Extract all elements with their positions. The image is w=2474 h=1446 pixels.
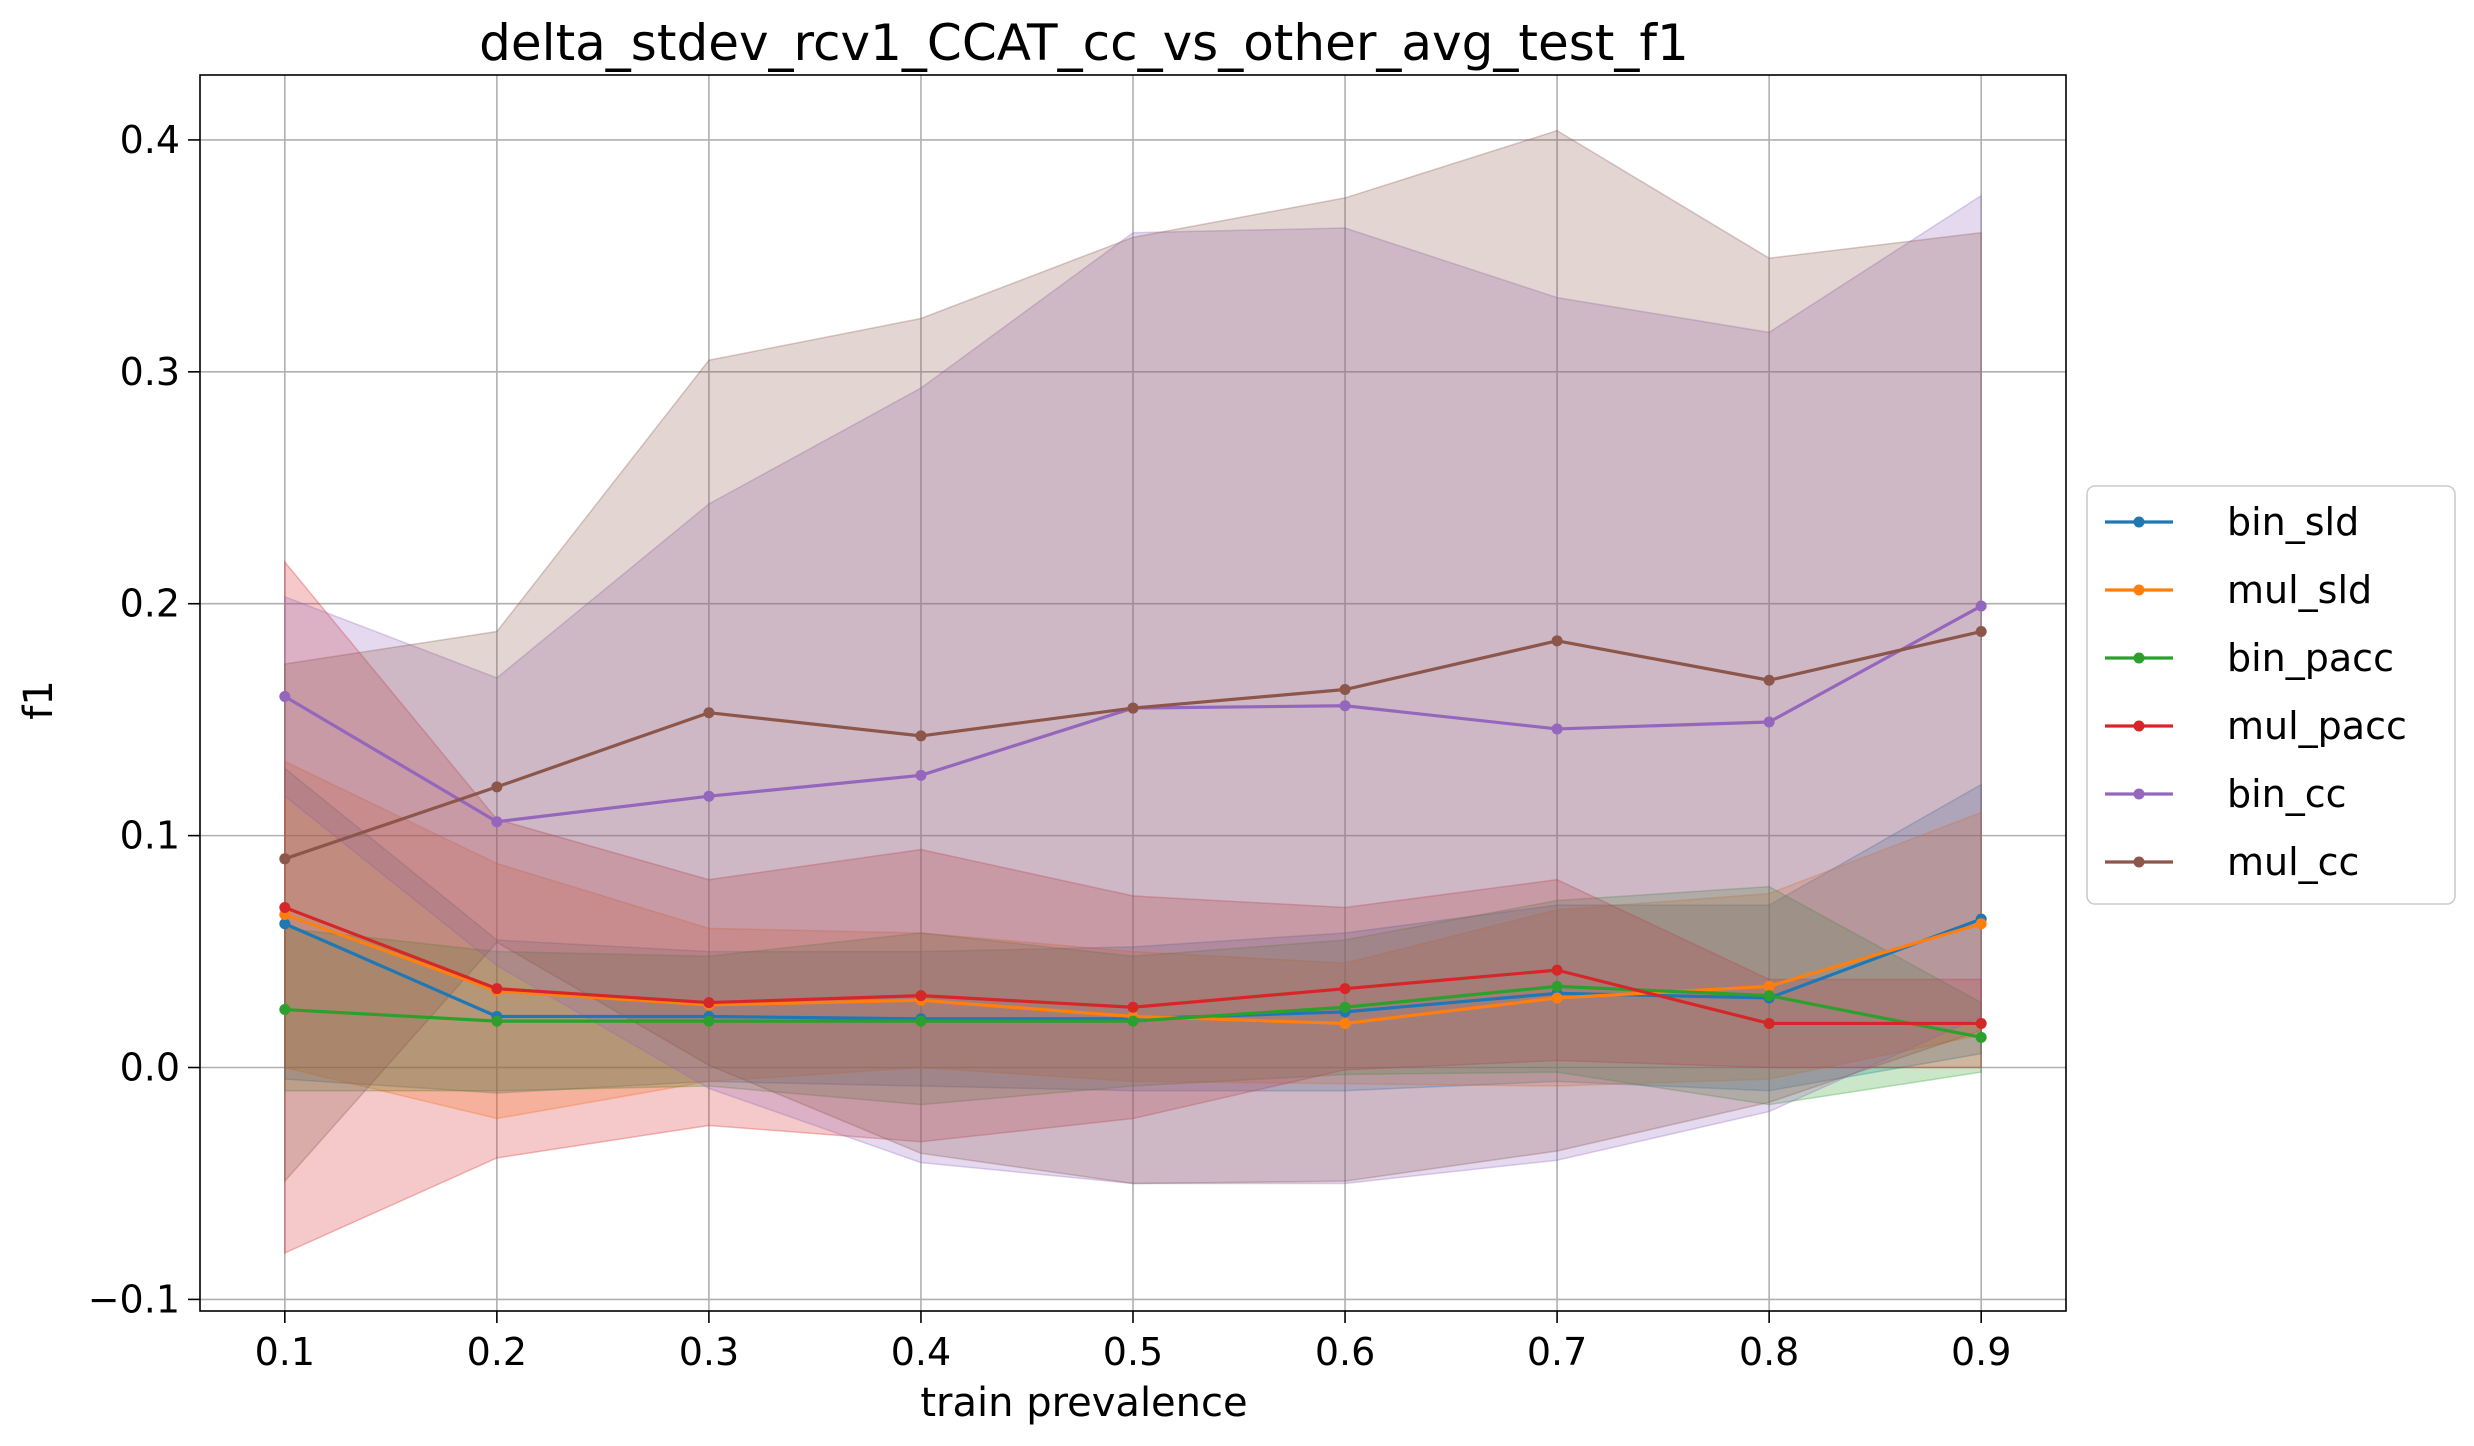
y-tick-label: 0.1 [120,814,180,858]
point-mul_pacc [915,990,927,1002]
point-bin_pacc [915,1015,927,1027]
point-bin_cc [915,769,927,781]
point-bin_cc [703,790,715,802]
point-mul_cc [1551,635,1563,647]
point-bin_cc [1339,700,1351,712]
x-tick-label: 0.5 [1103,1330,1163,1374]
y-tick-label: 0.4 [120,118,180,162]
legend-marker [2133,516,2145,528]
legend-marker [2133,652,2145,664]
point-bin_cc [1551,723,1563,735]
point-bin_pacc [491,1015,503,1027]
x-tick-label: 0.6 [1315,1330,1375,1374]
point-bin_pacc [1127,1015,1139,1027]
point-mul_sld [1551,992,1563,1004]
point-mul_cc [491,781,503,793]
legend-item-mul_cc: mul_cc [2105,840,2359,884]
y-tick-label: 0.3 [120,350,180,394]
band-mul_cc [284,129,1982,1185]
x-tick-label: 0.4 [891,1330,951,1374]
point-mul_pacc [1763,1017,1775,1029]
legend-marker [2133,788,2145,800]
point-mul_cc [703,707,715,719]
legend-item-mul_sld: mul_sld [2105,568,2372,612]
point-mul_cc [279,853,291,865]
legend-label: mul_cc [2227,840,2359,884]
legend-label: mul_pacc [2227,704,2407,748]
point-bin_cc [1763,716,1775,728]
legend-label: bin_cc [2227,772,2347,816]
point-bin_pacc [279,1004,291,1016]
point-bin_pacc [1975,1031,1987,1043]
point-bin_pacc [1763,990,1775,1002]
x-tick-label: 0.9 [1951,1330,2011,1374]
y-axis-ticks: −0.1 0.0 0.1 0.2 0.3 0.4 [88,118,200,1321]
chart-title: delta_stdev_rcv1_CCAT_cc_vs_other_avg_te… [479,14,1689,72]
y-tick-label: −0.1 [88,1277,180,1321]
point-mul_pacc [491,983,503,995]
point-bin_pacc [1551,980,1563,992]
legend-frame [2086,485,2456,905]
legend-marker [2133,584,2145,596]
legend-item-bin_cc: bin_cc [2105,772,2347,816]
point-bin_pacc [1339,1001,1351,1013]
legend: bin_sld mul_sld bin_pacc mul_pacc bin_cc mul_… [2086,485,2456,905]
legend-label: bin_pacc [2227,636,2394,680]
x-tick-label: 0.7 [1527,1330,1587,1374]
point-bin_cc [491,816,503,828]
legend-label: bin_sld [2227,500,2359,544]
point-mul_cc [915,730,927,742]
point-mul_cc [1975,626,1987,638]
point-mul_cc [1763,674,1775,686]
legend-item-mul_pacc: mul_pacc [2105,704,2407,748]
point-mul_pacc [279,902,291,914]
band-bin_cc [284,194,1982,1185]
x-tick-label: 0.3 [679,1330,739,1374]
y-tick-label: 0.2 [120,582,180,626]
point-mul_pacc [1975,1017,1987,1029]
point-mul_pacc [1339,983,1351,995]
x-tick-label: 0.1 [255,1330,315,1374]
grid [200,75,2066,1311]
x-tick-label: 0.2 [467,1330,527,1374]
x-axis-ticks: 0.1 0.2 0.3 0.4 0.5 0.6 0.7 0.8 0.9 [255,1311,2011,1374]
legend-item-bin_pacc: bin_pacc [2105,636,2394,680]
y-tick-label: 0.0 [120,1046,180,1090]
y-axis-label: f1 [16,680,62,720]
legend-item-bin_sld: bin_sld [2105,500,2359,544]
point-bin_pacc [703,1015,715,1027]
point-mul_sld [1763,980,1775,992]
point-mul_pacc [1127,1001,1139,1013]
point-mul_cc [1127,702,1139,714]
point-mul_sld [1339,1017,1351,1029]
legend-label: mul_sld [2227,568,2372,612]
band-mul_pacc [284,559,1982,1255]
point-bin_cc [1975,600,1987,612]
point-bin_sld [279,918,291,930]
point-mul_pacc [1551,964,1563,976]
legend-marker [2133,856,2145,868]
series-points [279,600,1987,1043]
point-bin_cc [279,690,291,702]
point-mul_pacc [703,997,715,1009]
x-tick-label: 0.8 [1739,1330,1799,1374]
x-axis-label: train prevalence [920,1380,1247,1426]
band-bin_pacc [284,885,1982,1106]
legend-marker [2133,720,2145,732]
point-mul_cc [1339,684,1351,696]
point-mul_sld [1975,918,1987,930]
